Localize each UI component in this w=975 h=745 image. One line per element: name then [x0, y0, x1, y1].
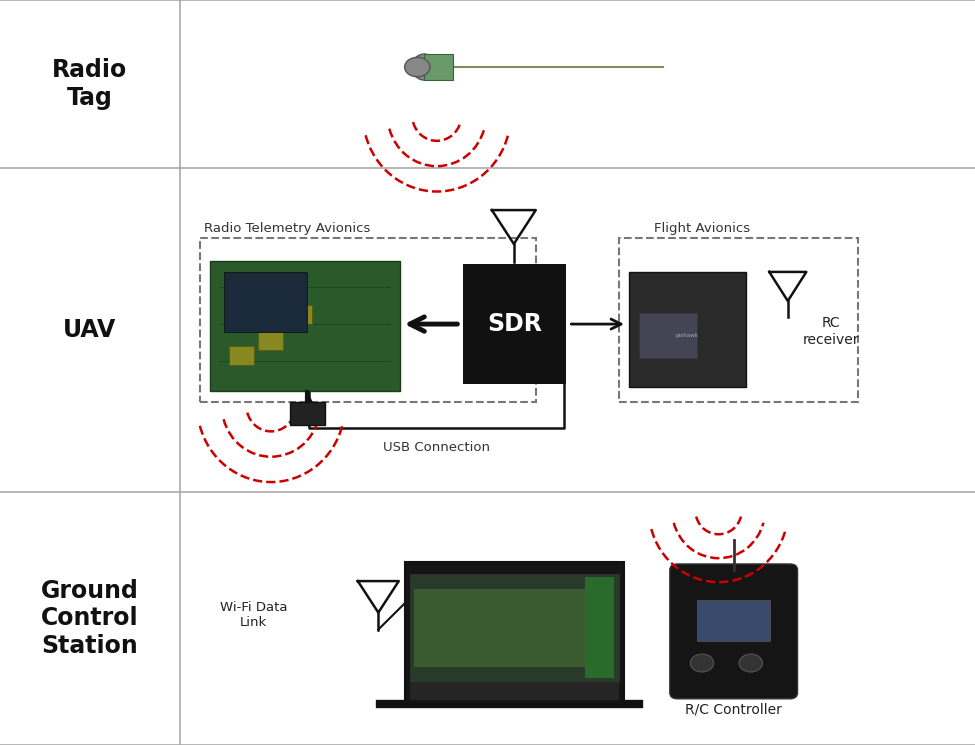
Text: RC
receiver: RC receiver — [802, 317, 859, 346]
Bar — [290, 402, 325, 425]
Bar — [229, 346, 254, 365]
Bar — [639, 313, 697, 358]
Bar — [619, 238, 858, 402]
Text: USB Connection: USB Connection — [383, 441, 490, 454]
Text: pixhawk: pixhawk — [676, 333, 699, 337]
Bar — [414, 589, 585, 667]
Bar — [410, 574, 619, 682]
Text: Flight Avionics: Flight Avionics — [654, 222, 750, 235]
Text: Ground
Control
Station: Ground Control Station — [41, 579, 138, 658]
Bar — [463, 264, 566, 384]
Bar — [288, 305, 312, 324]
Text: UAV: UAV — [63, 318, 116, 342]
Bar — [410, 682, 619, 700]
Circle shape — [690, 654, 714, 672]
Text: Radio
Tag: Radio Tag — [52, 58, 128, 110]
FancyBboxPatch shape — [670, 564, 798, 699]
Bar — [224, 272, 307, 332]
Circle shape — [739, 654, 762, 672]
Ellipse shape — [411, 54, 437, 80]
Bar — [424, 54, 453, 80]
Bar — [585, 577, 614, 678]
Circle shape — [405, 57, 430, 77]
Bar — [229, 305, 254, 324]
Bar — [697, 600, 770, 641]
Bar — [258, 332, 283, 350]
Bar — [405, 562, 624, 704]
Bar — [200, 238, 536, 402]
Bar — [629, 272, 746, 387]
Bar — [210, 261, 400, 391]
Text: Wi-Fi Data
Link: Wi-Fi Data Link — [219, 600, 288, 629]
Text: SDR: SDR — [487, 312, 542, 336]
Text: R/C Controller: R/C Controller — [684, 703, 782, 717]
Text: Radio Telemetry Avionics: Radio Telemetry Avionics — [205, 222, 370, 235]
